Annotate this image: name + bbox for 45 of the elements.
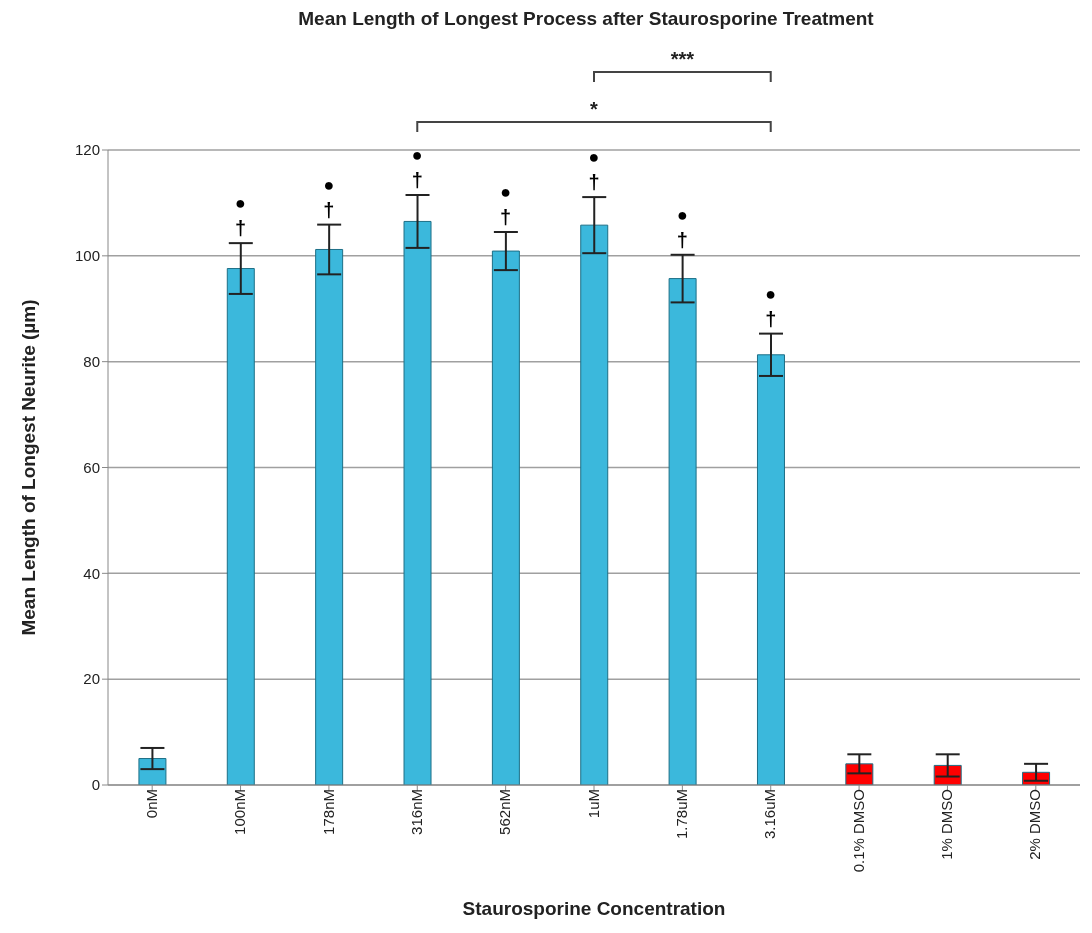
annotation: ● xyxy=(765,283,777,304)
bar xyxy=(226,268,255,785)
bar xyxy=(315,248,344,785)
annotation: ● xyxy=(411,144,423,165)
annotation: † xyxy=(588,171,600,194)
y-tick-label: 40 xyxy=(83,564,100,582)
x-tick-label: 1uM xyxy=(584,789,602,819)
x-tick-label: 2% DMSO xyxy=(1026,789,1044,860)
x-tick-label: 0.1% DMSO xyxy=(849,789,867,873)
annotation: † xyxy=(765,307,777,330)
bar xyxy=(756,354,785,785)
x-tick-label: 316nM xyxy=(407,789,425,835)
y-tick-label: 0 xyxy=(91,776,100,794)
annotation: † xyxy=(500,206,512,229)
annotation: † xyxy=(234,217,247,240)
bar xyxy=(491,250,520,785)
annotation: ● xyxy=(235,193,246,214)
x-axis-title: Staurosporine Concentration xyxy=(462,898,726,919)
bar xyxy=(580,224,609,785)
annotation: ● xyxy=(588,147,600,168)
chart-title: Mean Length of Longest Process after Staurosporine Treatment xyxy=(297,8,875,30)
text: *** xyxy=(670,48,695,70)
y-axis-title: Mean Length of Longest Neurite (µm) xyxy=(17,299,39,636)
annotation: ● xyxy=(676,204,688,225)
bar xyxy=(403,220,432,785)
annotation: † xyxy=(411,168,423,191)
annotation: ● xyxy=(500,182,512,203)
x-tick-label: 562nM xyxy=(496,789,514,835)
text: * xyxy=(590,98,599,120)
x-tick-label: 1% DMSO xyxy=(938,789,956,860)
bar xyxy=(668,278,697,785)
x-tick-label: 0nM xyxy=(142,789,160,819)
y-tick-label: 60 xyxy=(83,458,100,476)
y-tick-label: 100 xyxy=(74,247,100,265)
x-tick-label: 100nM xyxy=(231,789,249,835)
annotation: † xyxy=(323,198,335,221)
x-tick-label: 178nM xyxy=(319,789,337,835)
y-tick-label: 120 xyxy=(74,141,100,159)
x-tick-label: 3.16uM xyxy=(761,789,779,840)
annotation: ● xyxy=(323,174,335,195)
annotation: † xyxy=(676,228,688,251)
x-tick-label: 1.78uM xyxy=(673,789,691,840)
y-tick-label: 80 xyxy=(83,352,100,370)
bar xyxy=(138,758,167,785)
y-tick-label: 20 xyxy=(83,670,100,688)
